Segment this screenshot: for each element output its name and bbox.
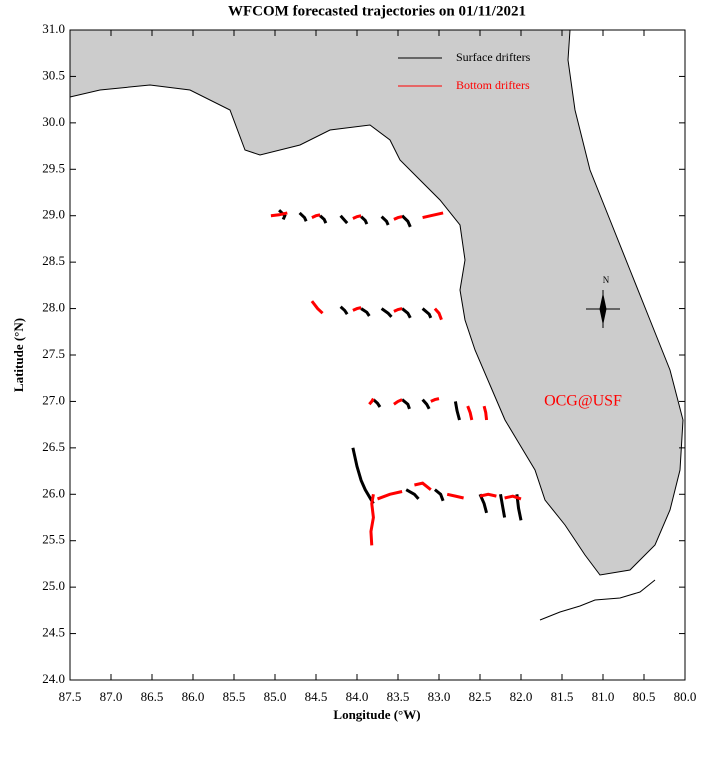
y-tick-label: 28.5 (42, 253, 65, 268)
y-tick-label: 31.0 (42, 21, 65, 36)
y-tick-label: 26.0 (42, 485, 65, 500)
trajectory (421, 307, 433, 319)
x-tick-label: 80.0 (674, 689, 697, 704)
trajectory (369, 494, 375, 546)
trajectory (393, 215, 403, 221)
y-tick-label: 25.0 (42, 578, 65, 593)
y-tick-label: 30.0 (42, 114, 65, 129)
trajectory (372, 398, 382, 408)
trajectory (504, 494, 522, 501)
land (69, 29, 684, 576)
x-tick-label: 81.0 (592, 689, 615, 704)
x-tick-label: 81.5 (551, 689, 574, 704)
x-tick-label: 86.5 (141, 689, 164, 704)
x-tick-label: 83.5 (387, 689, 410, 704)
x-tick-label: 82.0 (510, 689, 533, 704)
trajectory (380, 307, 393, 318)
trajectory (393, 398, 403, 406)
trajectory (466, 405, 474, 421)
trajectory (401, 307, 412, 319)
trajectory (311, 213, 321, 219)
x-tick-label: 82.5 (469, 689, 492, 704)
annotation: OCG@USF (544, 393, 622, 410)
trajectory (433, 307, 443, 321)
y-tick-label: 25.5 (42, 532, 65, 547)
trajectory (479, 492, 497, 498)
y-tick-label: 24.5 (42, 625, 65, 640)
trajectory (360, 307, 371, 317)
trajectory (352, 214, 362, 220)
x-tick-label: 86.0 (182, 689, 205, 704)
trajectory (319, 214, 328, 224)
trajectory (414, 481, 432, 491)
x-axis-label: Longitude (°W) (333, 707, 420, 722)
compass (586, 290, 620, 328)
x-tick-label: 84.0 (346, 689, 369, 704)
trajectory (433, 488, 445, 502)
trajectory (446, 492, 464, 500)
trajectory (453, 401, 461, 421)
trajectory (278, 209, 287, 221)
chart-title: WFCOM forecasted trajectories on 01/11/2… (228, 3, 526, 19)
trajectory (422, 211, 444, 220)
trajectory (351, 447, 375, 505)
keys (539, 579, 656, 621)
trajectory (405, 488, 420, 500)
trajectory (352, 306, 362, 312)
x-tick-label: 80.5 (633, 689, 656, 704)
trajectory (339, 305, 349, 315)
trajectory (401, 214, 412, 228)
x-tick-label: 87.5 (59, 689, 82, 704)
y-tick-label: 30.5 (42, 67, 65, 82)
x-tick-label: 87.0 (100, 689, 123, 704)
trajectory (298, 211, 308, 222)
x-tick-label: 85.0 (264, 689, 287, 704)
trajectory (368, 397, 375, 406)
trajectory (430, 397, 440, 403)
trajectory (310, 300, 324, 315)
y-tick-label: 27.0 (42, 392, 65, 407)
trajectory (270, 211, 288, 218)
y-tick-label: 29.5 (42, 160, 65, 175)
trajectory (401, 398, 411, 410)
trajectory (380, 215, 390, 226)
y-tick-label: 29.0 (42, 207, 65, 222)
y-tick-label: 26.5 (42, 439, 65, 454)
trajectory (360, 215, 369, 225)
y-tick-label: 28.0 (42, 300, 65, 315)
trajectory (339, 214, 349, 225)
trajectory (421, 398, 431, 410)
compass-label: N (603, 275, 610, 285)
trajectory (393, 307, 403, 313)
x-tick-label: 84.5 (305, 689, 328, 704)
trajectory (482, 405, 489, 421)
x-tick-label: 83.0 (428, 689, 451, 704)
trajectory (376, 490, 403, 501)
y-tick-label: 24.0 (42, 671, 65, 686)
y-tick-label: 27.5 (42, 346, 65, 361)
trajectory (478, 493, 489, 514)
legend-label: Bottom drifters (456, 78, 530, 92)
y-axis-label: Latitude (°N) (11, 318, 26, 392)
legend-label: Surface drifters (456, 50, 531, 64)
trajectory (499, 494, 507, 518)
x-tick-label: 85.5 (223, 689, 246, 704)
